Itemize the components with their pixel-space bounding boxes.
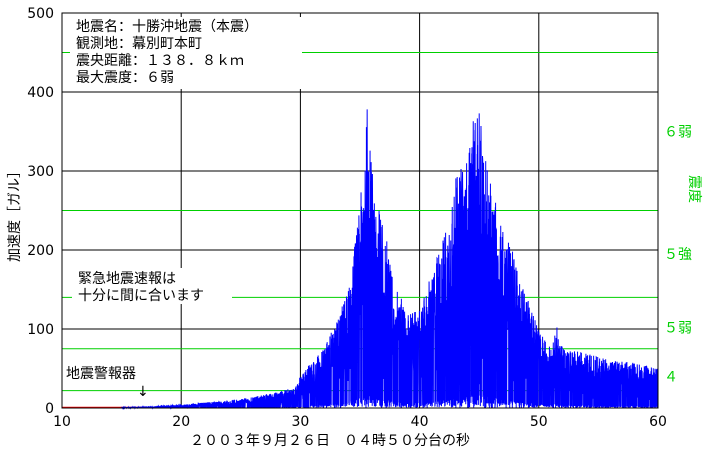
y2-axis-label: 震度 — [686, 175, 702, 203]
intensity-label: ４ — [664, 369, 678, 385]
y-tick-label: 300 — [27, 164, 54, 180]
y-axis-label: 加速度［ガル］ — [7, 164, 23, 262]
alarm-note-background — [64, 364, 154, 381]
acceleration-traces — [62, 109, 659, 410]
info-line-epicentral-distance: 震央距離：１３８．８ｋｍ — [76, 52, 244, 69]
intensity-labels: ６弱 ５強 ５弱 ４ — [664, 125, 692, 386]
alarm-label: 地震警報器 — [66, 366, 136, 382]
eew-note-line-1: 緊急地震速報は — [78, 271, 176, 287]
y-axis-ticks: 0 100 200 300 400 500 — [27, 6, 54, 417]
intensity-label: ６弱 — [664, 125, 692, 141]
intensity-label: ５弱 — [664, 320, 692, 336]
x-axis-ticks: 10 20 30 40 50 60 — [53, 414, 667, 430]
plot-frame — [61, 12, 659, 409]
acceleration-trace — [121, 109, 659, 410]
x-tick-label: 50 — [530, 414, 548, 430]
x-tick-label: 20 — [172, 414, 190, 430]
intensity-threshold-lines — [62, 52, 658, 392]
x-tick-label: 10 — [53, 414, 71, 430]
eew-note-background — [72, 268, 232, 304]
y-tick-label: 400 — [27, 85, 54, 101]
y-tick-label: 500 — [27, 6, 54, 22]
x-axis-label: ２００３年９月２６日 ０４時５０分台の秒 — [190, 433, 470, 449]
y-tick-label: 200 — [27, 243, 54, 259]
info-line-max-intensity: 最大震度：６弱 — [76, 70, 174, 86]
x-tick-label: 60 — [649, 414, 667, 430]
eew-note-line-2: 十分に間に合います — [78, 288, 204, 304]
intensity-label: ５強 — [664, 247, 692, 263]
y-tick-label: 100 — [27, 322, 54, 338]
info-line-quake-name: 地震名：十勝沖地震（本震） — [76, 19, 258, 35]
y-tick-label: 0 — [45, 401, 54, 417]
x-tick-label: 40 — [411, 414, 429, 430]
info-box-background — [70, 17, 302, 89]
alarm-arrow: ↓ — [137, 384, 149, 400]
x-tick-label: 30 — [291, 414, 309, 430]
info-line-station: 観測地：幕別町本町 — [76, 35, 202, 52]
